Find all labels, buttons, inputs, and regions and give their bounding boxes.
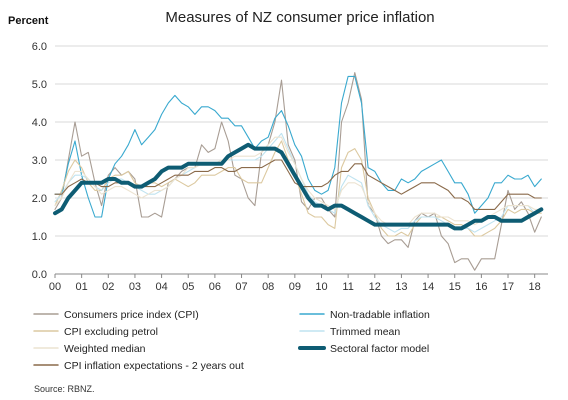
y-tick-label: 2.0 [32,193,47,205]
legend-entry: Trimmed mean [330,326,400,338]
x-tick-label: 04 [155,281,167,293]
x-tick-labels: 00 01 02 03 04 05 06 07 08 09 10 11 12 13 14 15 16 17 18 [49,274,541,293]
y-axis-label: Percent [8,15,49,27]
series-lines [53,72,544,271]
chart-title: Measures of NZ consumer price inflation [165,9,434,26]
series-line-2 [54,140,542,237]
x-tick-label: 05 [182,281,194,293]
x-tick-label: 01 [76,281,88,293]
legend-entry: CPI excluding petrol [64,326,158,338]
y-tick-label: 3.0 [32,155,47,167]
x-tick-label: 18 [529,281,541,293]
legend-entry: Non-tradable inflation [330,309,430,321]
legend-entry: Weighted median [64,343,146,355]
y-tick-label: 5.0 [32,79,47,91]
legend: Consumers price index (CPI) Non-tradable … [33,309,430,372]
y-tick-label: 4.0 [32,117,47,129]
x-tick-label: 02 [102,281,114,293]
gridlines [55,45,548,275]
x-tick-label: 16 [475,281,487,293]
legend-entry: CPI inflation expectations - 2 years out [64,360,244,372]
source-note: Source: RBNZ. [34,384,95,394]
x-tick-label: 12 [369,281,381,293]
series-line-5 [53,142,544,231]
x-tick-label: 00 [49,281,61,293]
x-tick-label: 03 [129,281,141,293]
y-tick-labels: 0.0 1.0 2.0 3.0 4.0 5.0 6.0 [32,41,47,281]
series-line-1 [54,75,542,218]
x-tick-label: 08 [262,281,274,293]
y-tick-label: 6.0 [32,41,47,53]
x-tick-label: 11 [342,281,353,293]
legend-entry: Sectoral factor model [330,343,429,355]
x-tick-label: 14 [422,281,434,293]
x-tick-label: 17 [502,281,514,293]
legend-entry: Consumers price index (CPI) [64,309,199,321]
x-tick-label: 07 [235,281,247,293]
x-tick-label: 06 [209,281,221,293]
x-tick-label: 13 [395,281,407,293]
y-tick-label: 0.0 [32,269,47,281]
y-tick-label: 1.0 [32,231,47,243]
x-tick-label: 15 [449,281,461,293]
x-tick-label: 09 [289,281,301,293]
series-line-4 [54,136,542,226]
x-tick-label: 10 [315,281,327,293]
